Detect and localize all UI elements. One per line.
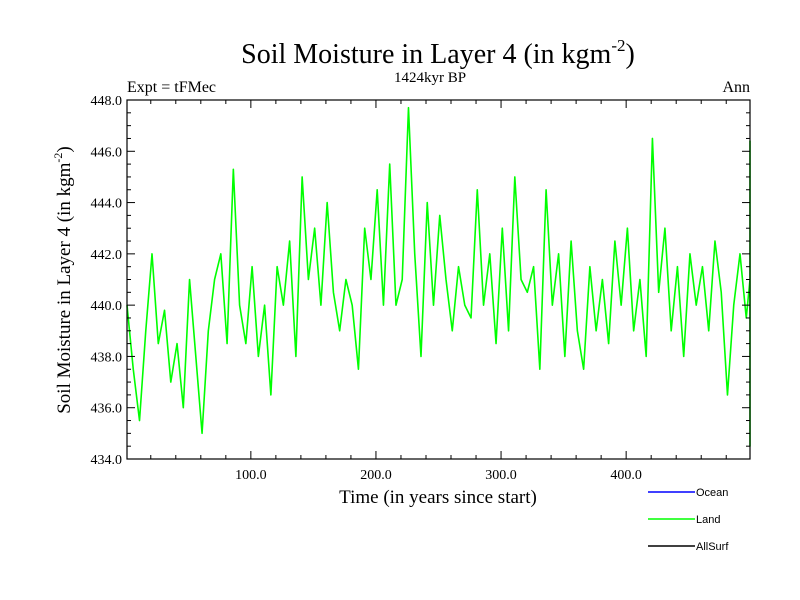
plot-frame (126, 99, 751, 460)
y-tick-label: 434.0 (91, 453, 123, 468)
chart-subtitle: 1424kyr BP (394, 70, 466, 86)
y-axis-label: Soil Moisture in Layer 4 (in kgm-2) (51, 146, 75, 414)
x-tick-label: 200.0 (360, 468, 392, 483)
chart-title-superscript: -2 (611, 36, 625, 55)
x-tick-label: 400.0 (610, 468, 642, 483)
series-line-land (126, 106, 751, 447)
y-tick-label: 446.0 (91, 145, 123, 160)
legend: Ocean Land AllSurf (648, 487, 729, 553)
y-axis-label-main: Soil Moisture in Layer 4 (in kgm (54, 162, 75, 413)
y-tick-label: 440.0 (91, 299, 123, 314)
y-tick-label: 448.0 (91, 94, 123, 109)
season-label: Ann (722, 79, 750, 96)
experiment-label: Expt = tFMec (127, 79, 216, 96)
y-tick-label: 436.0 (91, 402, 123, 417)
y-axis-label-superscript: -2 (51, 153, 65, 163)
legend-label-allsurf: AllSurf (696, 541, 729, 553)
legend-label-ocean: Ocean (696, 487, 728, 499)
y-tick-label: 438.0 (91, 350, 123, 365)
chart-title-suffix: ) (626, 39, 635, 70)
series-layer (126, 106, 751, 447)
axes-layer (126, 99, 751, 460)
x-tick-label: 100.0 (235, 468, 267, 483)
y-axis-label-suffix: ) (54, 146, 75, 152)
x-axis-label: Time (in years since start) (339, 487, 537, 508)
y-tick-label: 444.0 (91, 197, 123, 212)
x-tick-label: 300.0 (485, 468, 517, 483)
legend-label-land: Land (696, 514, 720, 526)
y-tick-label: 442.0 (91, 248, 123, 263)
ticks-layer: 434.0 436.0 438.0 440.0 442.0 444.0 446.0 448.0… (91, 94, 750, 483)
chart-title: Soil Moisture in Layer 4 (in kgm-2) (241, 36, 635, 70)
chart-title-main: Soil Moisture in Layer 4 (in kgm (241, 39, 611, 70)
